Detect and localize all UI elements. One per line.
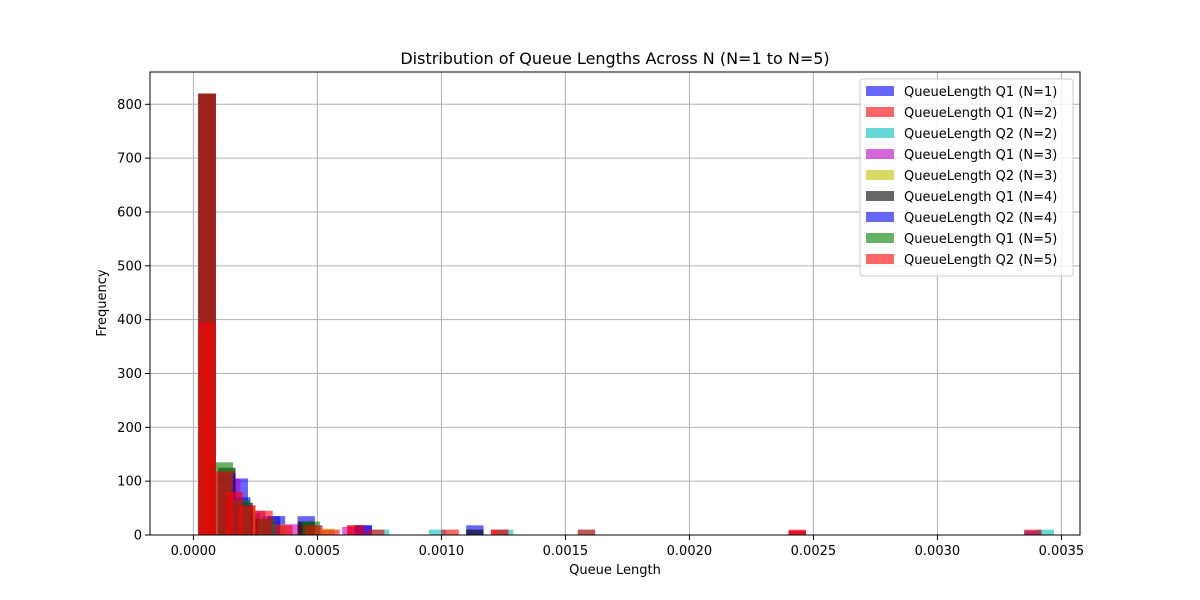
- histogram-bar: [255, 510, 273, 535]
- x-tick-label: 0.0035: [1039, 544, 1085, 559]
- legend-swatch: [866, 170, 894, 180]
- legend-swatch: [866, 128, 894, 138]
- y-tick-label: 400: [117, 313, 142, 328]
- y-tick-label: 600: [117, 205, 142, 220]
- legend-swatch: [866, 191, 894, 201]
- legend-swatch: [866, 233, 894, 243]
- histogram-bars: [198, 93, 1054, 535]
- histogram-bar: [466, 529, 484, 535]
- y-axis: 0 100 200 300 400 500 600 700 800: [117, 98, 150, 544]
- x-tick-label: 0.0015: [543, 544, 589, 559]
- y-tick-label: 800: [117, 98, 142, 113]
- plot-frame: [149, 71, 1081, 536]
- legend-label: QueueLength Q2 (N=3): [904, 169, 1057, 184]
- y-tick-label: 300: [117, 367, 142, 382]
- histogram-bar: [429, 529, 447, 535]
- histogram-bar: [198, 322, 216, 535]
- legend-label: QueueLength Q2 (N=5): [904, 253, 1057, 268]
- legend-box: [859, 78, 1074, 277]
- x-tick-label: 0.0030: [915, 544, 961, 559]
- x-tick-label: 0.0005: [295, 544, 341, 559]
- legend-swatch: [866, 254, 894, 264]
- x-axis-label: Queue Length: [569, 563, 661, 578]
- x-tick-label: 0.0010: [419, 544, 465, 559]
- legend-label: QueueLength Q1 (N=1): [904, 85, 1057, 100]
- y-tick-label: 0: [134, 529, 142, 544]
- legend-swatch: [866, 149, 894, 159]
- x-axis: 0.0000 0.0005 0.0010 0.0015 0.0020 0.0025 0.00…: [171, 535, 1085, 559]
- legend-label: QueueLength Q1 (N=3): [904, 148, 1057, 163]
- series-9-bars: [198, 93, 1042, 535]
- histogram-bar: [788, 529, 806, 535]
- histogram-bar: [275, 525, 293, 535]
- histogram-bar: [367, 529, 385, 535]
- histogram-bar: [441, 529, 459, 535]
- y-tick-label: 100: [117, 475, 142, 490]
- x-tick-label: 0.0020: [667, 544, 713, 559]
- chart-title: Distribution of Queue Lengths Across N (…: [400, 49, 829, 68]
- histogram-bar: [347, 525, 365, 535]
- histogram-bar: [1036, 529, 1054, 535]
- histogram-bar: [238, 505, 256, 535]
- histogram-bar: [1024, 529, 1042, 535]
- y-axis-label: Frequency: [95, 269, 110, 336]
- legend-label: QueueLength Q2 (N=4): [904, 211, 1057, 226]
- legend-swatch: [866, 86, 894, 96]
- histogram-bar: [491, 529, 509, 535]
- y-tick-label: 200: [117, 421, 142, 436]
- legend-swatch: [866, 107, 894, 117]
- legend-label: QueueLength Q1 (N=5): [904, 232, 1057, 247]
- legend-label: QueueLength Q1 (N=4): [904, 190, 1057, 205]
- histogram-bar: [577, 529, 596, 535]
- y-tick-label: 700: [117, 152, 142, 167]
- legend-swatch: [866, 212, 894, 222]
- histogram-bar: [322, 529, 340, 535]
- legend-label: QueueLength Q2 (N=2): [904, 127, 1057, 142]
- legend: QueueLength Q1 (N=1) QueueLength Q1 (N=2)…: [859, 78, 1074, 277]
- x-tick-label: 0.0000: [171, 544, 217, 559]
- x-tick-label: 0.0025: [791, 544, 837, 559]
- y-tick-label: 500: [117, 259, 142, 274]
- legend-label: QueueLength Q1 (N=2): [904, 106, 1057, 121]
- histogram-bar: [305, 525, 323, 535]
